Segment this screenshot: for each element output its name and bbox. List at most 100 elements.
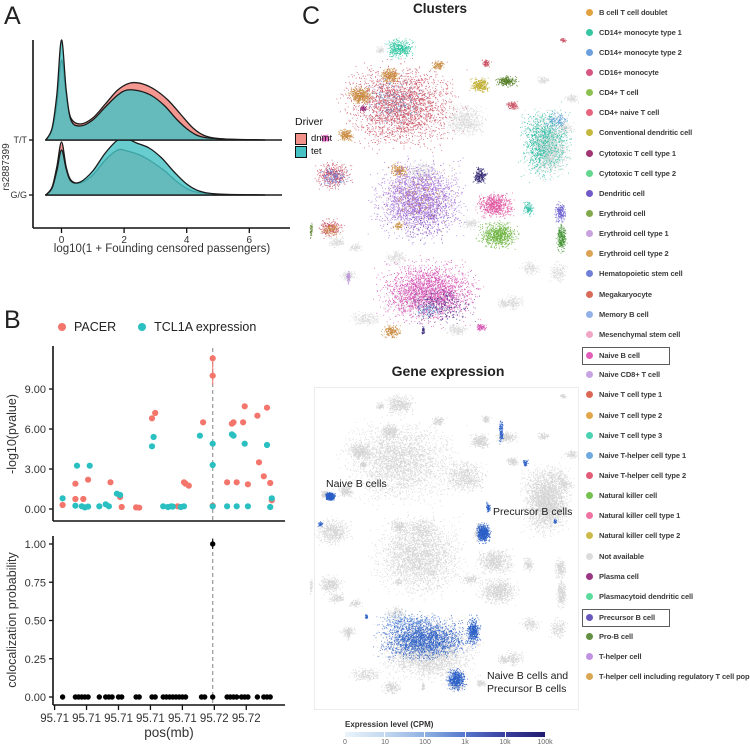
svg-text:2: 2 <box>121 235 127 246</box>
legend-item: CD14+ monocyte type 1 <box>586 24 682 40</box>
expression-umap-canvas <box>308 376 598 711</box>
colocalization-points <box>59 541 273 700</box>
cluster-color-dot <box>586 310 593 318</box>
driver-swatch-label: dnmt <box>311 133 333 144</box>
a-x-axis-title: log10(1 + Founding censored passengers) <box>54 243 271 255</box>
cluster-label: Cytotoxic T cell type 1 <box>599 148 676 158</box>
svg-text:6.00: 6.00 <box>25 424 46 436</box>
cluster-label: Naive B cell <box>599 351 640 361</box>
cluster-color-dot <box>586 492 593 500</box>
colorbar-label: Expression level (CPM) <box>345 720 434 729</box>
driver-legend-item: tet <box>295 145 332 158</box>
scatter-plots: 0.00 3.00 6.00 9.00 -log10(pvalue) 0.00 0.25… <box>5 346 285 740</box>
b-legend-item: TCL1A expression <box>138 320 256 334</box>
density-GG-tet <box>45 137 266 196</box>
cluster-color-dot <box>586 552 593 560</box>
legend-item: Naive B cell <box>582 346 670 365</box>
cluster-color-dot <box>586 391 593 399</box>
driver-swatch <box>295 132 307 145</box>
cluster-label: Pro-B cell <box>599 632 634 642</box>
cluster-label: Megakaryocyte <box>599 289 652 299</box>
cluster-label: CD14+ monocyte type 2 <box>599 47 682 57</box>
legend-item: Not available <box>586 548 644 564</box>
cluster-label: Natural killer cell type 2 <box>599 531 681 541</box>
cluster-label: Erythroid cell type 2 <box>599 249 669 259</box>
svg-text:95.72: 95.72 <box>232 713 261 725</box>
legend-item: Memory B cell <box>586 306 649 322</box>
colorbar-gradient <box>345 732 546 737</box>
svg-text:T/T: T/T <box>14 135 28 145</box>
colorbar-tick-label: 0 <box>343 739 347 746</box>
cluster-color-dot <box>586 189 593 197</box>
cluster-color-dot <box>586 371 593 379</box>
cluster-label: CD4+ naive T cell <box>599 108 660 118</box>
cluster-label: Natural killer cell type 1 <box>599 511 681 521</box>
cluster-color-dot <box>586 169 593 177</box>
legend-item: B cell T cell doublet <box>586 4 667 20</box>
legend-item: Hematopoietic stem cell <box>586 266 683 282</box>
svg-text:0: 0 <box>59 235 65 246</box>
clusters-title: Clusters <box>412 1 468 16</box>
cluster-label: Hematopoietic stem cell <box>599 269 683 279</box>
legend-item: Naive T cell type 1 <box>586 387 662 403</box>
cluster-color-dot <box>586 48 593 56</box>
cluster-color-dot <box>586 352 593 360</box>
cluster-color-dot <box>586 431 593 439</box>
legend-item: Natural killer cell <box>586 488 657 504</box>
cluster-color-dot <box>586 270 593 278</box>
legend-item: CD4+ naive T cell <box>586 105 659 121</box>
cluster-label: Memory B cell <box>599 309 649 319</box>
svg-text:0.75: 0.75 <box>25 577 46 589</box>
svg-text:95.72: 95.72 <box>200 713 229 725</box>
legend-item: Conventional dendritic cell <box>586 125 692 141</box>
cluster-color-dot <box>586 149 593 157</box>
naive-b-cells-annotation: Naive B cells <box>326 478 387 490</box>
cluster-label: Naive CD8+ T cell <box>599 370 661 380</box>
legend-item: CD4+ T cell <box>586 85 639 101</box>
legend-item: Naive T cell type 2 <box>586 407 662 423</box>
cluster-label: B cell T cell doublet <box>599 7 668 17</box>
cluster-color-dot <box>586 68 593 76</box>
b-bot-y-title: colocalization probability <box>5 552 19 688</box>
cluster-label: Cytotoxic T cell type 2 <box>599 168 676 178</box>
legend-item: Cytotoxic T cell type 1 <box>586 145 676 161</box>
series-color-dot <box>58 323 66 331</box>
colorbar-tick-label: 100k <box>537 739 553 746</box>
series-label: TCL1A expression <box>154 320 257 334</box>
pvalue-points <box>59 355 275 511</box>
svg-text:95.71: 95.71 <box>104 713 133 725</box>
panel-a-label: A <box>4 2 21 30</box>
ridgeline-plot: 0 2 4 6 T/T G/G log10(1 + Founding censored … <box>1 39 290 255</box>
b-legend-item: PACER <box>58 320 116 334</box>
legend-item: Megakaryocyte <box>586 286 652 302</box>
cluster-color-dot <box>586 653 593 661</box>
cluster-label: Naive T-helper cell type 1 <box>599 450 687 460</box>
a-x-ticks: 0 2 4 6 <box>59 228 253 246</box>
legend-item: T-helper cell including regulatory T cel… <box>586 669 750 685</box>
legend-item: Erythroid cell type 1 <box>586 226 669 242</box>
cluster-color-dot <box>586 8 593 16</box>
cluster-label: Mesenchymal stem cell <box>599 329 681 339</box>
series-color-dot <box>138 323 147 331</box>
legend-item: T-helper cell <box>586 649 642 665</box>
ridgeline-densities <box>45 39 282 196</box>
cluster-label: Erythroid cell type 1 <box>599 229 669 239</box>
legend-item: Plasma cell <box>586 568 639 584</box>
colorbar-tick-label: 100 <box>419 739 431 746</box>
legend-item: Precursor B cell <box>582 608 670 627</box>
cluster-color-dot <box>586 512 593 520</box>
cluster-label: Precursor B cell <box>599 613 655 622</box>
cluster-label: Dendritic cell <box>599 188 645 198</box>
gene-expression-title: Gene expression <box>391 363 505 379</box>
svg-text:3.00: 3.00 <box>25 464 46 476</box>
naive-precursor-annotation: Naive B cells and Precursor B cells <box>487 670 569 696</box>
cluster-label: Not available <box>599 551 644 561</box>
cluster-label: Naive T cell type 1 <box>599 390 663 400</box>
clusters-umap-canvas <box>308 20 598 355</box>
cluster-color-dot <box>586 673 593 681</box>
legend-item: Naive T-helper cell type 2 <box>586 467 686 483</box>
cluster-label: Naive T cell type 2 <box>599 410 663 420</box>
pacer-tcl1a-legend: PACER TCL1A expression <box>58 320 256 334</box>
legend-item: Natural killer cell type 2 <box>586 528 680 544</box>
